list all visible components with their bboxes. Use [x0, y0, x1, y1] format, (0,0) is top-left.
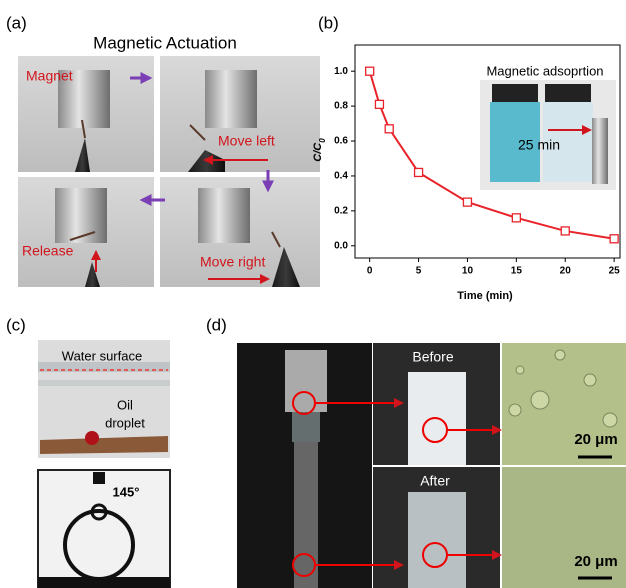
inset-title: Magnetic adsoprtion [486, 63, 603, 78]
data-marker [463, 198, 471, 206]
data-marker [610, 235, 618, 243]
annotation: 145° [113, 484, 140, 499]
scale-bar-label: 20 μm [574, 431, 617, 448]
photo-contact-angle [38, 470, 170, 588]
page: {"panel_a": {"label": "(a)", "title": "M… [0, 0, 626, 588]
y-axis-label-sub: 0 [318, 138, 327, 143]
annotation: droplet [105, 415, 145, 430]
y-axis-label-main: C/C [312, 142, 324, 162]
data-marker [512, 214, 520, 222]
data-marker [366, 67, 374, 75]
annotation: Before [412, 349, 453, 365]
annotation: After [420, 473, 450, 489]
y-tick-label: 0.8 [334, 101, 348, 112]
inset-photo [480, 80, 616, 190]
panel-label: (a) [6, 13, 27, 32]
x-tick-label: 20 [560, 266, 572, 277]
x-tick-label: 5 [416, 266, 422, 277]
annotation: Oil [117, 397, 133, 412]
y-tick-label: 0.0 [334, 240, 348, 251]
inset-label: 25 min [518, 137, 560, 153]
x-tick-label: 10 [462, 266, 474, 277]
annotation: Release [22, 243, 74, 259]
data-marker [385, 125, 393, 133]
data-marker [375, 100, 383, 108]
x-axis-label: Time (min) [457, 290, 513, 302]
annotation: Magnet [26, 68, 73, 84]
panel-title: Magnetic Actuation [93, 33, 237, 52]
annotation: Move left [218, 133, 275, 149]
panel-label: (d) [206, 315, 227, 334]
annotation: Move right [200, 254, 265, 270]
x-tick-label: 25 [609, 266, 621, 277]
x-tick-label: 0 [367, 266, 373, 277]
panel-label: (c) [6, 315, 26, 334]
photo-filter-setup [237, 343, 626, 588]
figure: (a) Magnetic Actuation Magnet Move left … [0, 0, 626, 588]
y-tick-label: 0.4 [334, 171, 348, 182]
y-tick-label: 1.0 [334, 66, 348, 77]
panel-label: (b) [318, 13, 339, 32]
x-tick-label: 15 [511, 266, 523, 277]
scale-bar-label: 20 μm [574, 553, 617, 570]
data-marker [415, 168, 423, 176]
data-marker [561, 227, 569, 235]
y-tick-label: 0.2 [334, 206, 348, 217]
annotation: Water surface [62, 348, 142, 363]
y-tick-label: 0.6 [334, 136, 348, 147]
